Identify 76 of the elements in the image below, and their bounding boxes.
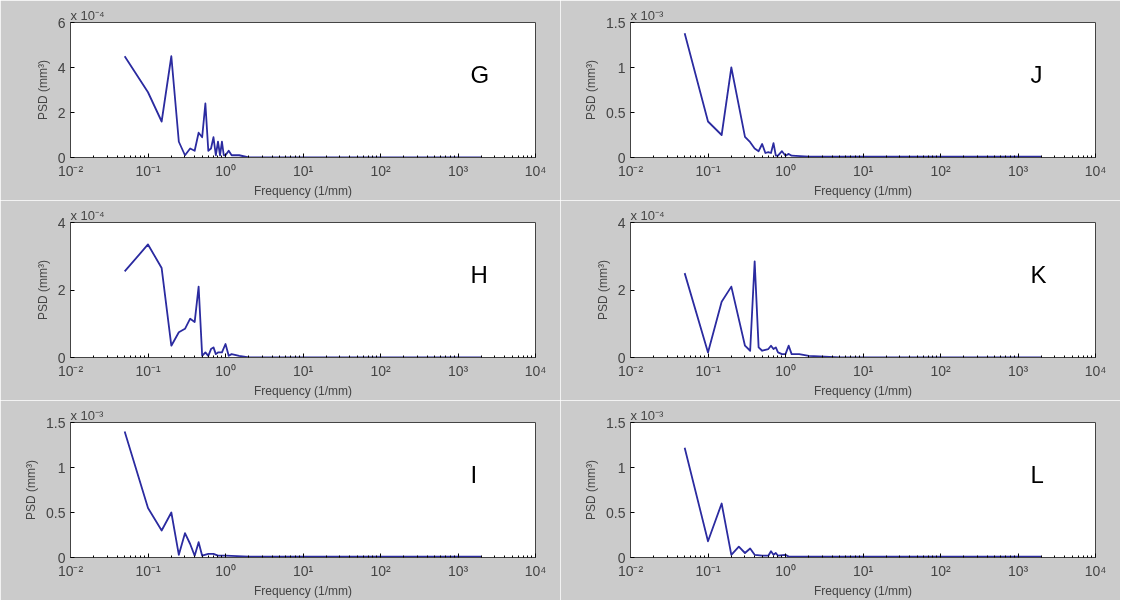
x-tick-label: 10² — [930, 562, 951, 579]
y-tick-label: 1.5 — [606, 414, 626, 431]
annotation: H — [470, 260, 488, 288]
x-tick-label: 10³ — [1007, 562, 1029, 579]
y-tick-label: 2 — [617, 282, 626, 298]
y-tick-label: 6 — [57, 14, 66, 31]
x-tick-label: 10¹ — [852, 162, 874, 179]
x-tick-label: 10¹ — [852, 362, 874, 379]
annotation: I — [470, 460, 478, 488]
y-tick-label: 2 — [57, 282, 66, 298]
y-tick-label: 4 — [617, 214, 626, 231]
x-tick-label: 10³ — [447, 362, 469, 379]
x-tick-label: 10³ — [447, 162, 469, 179]
x-tick-label: 10⁰ — [775, 162, 796, 179]
x-tick-label: 10⁴ — [1084, 562, 1107, 579]
annotation: x 10⁻³ — [630, 7, 665, 23]
x-tick-label: 10⁻¹ — [135, 362, 161, 379]
x-tick-label: 10² — [930, 162, 951, 179]
x-tick-label: 10⁰ — [775, 362, 796, 379]
x-tick-label: 10¹ — [852, 562, 874, 579]
x-tick-label: 10⁴ — [1084, 162, 1107, 179]
x-tick-label: 10⁻¹ — [135, 562, 161, 579]
annotation: G — [470, 60, 490, 88]
x-tick-label: 10⁻¹ — [695, 362, 721, 379]
annotation: J — [1030, 60, 1043, 88]
x-tick-label: 10⁻¹ — [695, 562, 721, 579]
y-tick-label: 1 — [57, 459, 66, 476]
y-tick-label: 0.5 — [46, 504, 66, 521]
x-tick-label: 10³ — [1007, 162, 1029, 179]
x-axis-title: Frequency (1/mm) — [813, 583, 913, 598]
x-tick-label: 10¹ — [292, 362, 314, 379]
x-axis-title: Frequency (1/mm) — [253, 383, 353, 398]
x-axis-title: Frequency (1/mm) — [253, 183, 353, 198]
x-tick-label: 10² — [370, 562, 391, 579]
x-tick-label: 10⁰ — [215, 162, 236, 179]
y-tick-label: 1.5 — [606, 14, 626, 31]
x-tick-label: 10¹ — [292, 562, 314, 579]
x-tick-label: 10² — [370, 162, 391, 179]
annotation: L — [1030, 460, 1044, 488]
x-tick-label: 10⁰ — [775, 562, 796, 579]
y-tick-label: 1 — [617, 59, 626, 76]
y-axis-title: PSD (mm³) — [584, 459, 599, 520]
y-tick-label: 1.5 — [46, 414, 66, 431]
x-tick-label: 10¹ — [292, 162, 314, 179]
y-tick-label: 0.5 — [606, 504, 626, 521]
y-tick-label: 4 — [57, 59, 66, 76]
x-tick-label: 10⁻¹ — [135, 162, 161, 179]
x-tick-label: 10³ — [447, 562, 469, 579]
annotation: K — [1030, 260, 1047, 288]
y-tick-label: 4 — [57, 214, 66, 231]
y-tick-label: 0.5 — [606, 104, 626, 121]
x-tick-label: 10⁻¹ — [695, 162, 721, 179]
annotation: x 10⁻⁴ — [70, 7, 105, 23]
x-axis-title: Frequency (1/mm) — [253, 583, 353, 598]
x-tick-label: 10⁴ — [524, 562, 547, 579]
text: x 10⁻⁴ — [70, 207, 105, 223]
y-axis-title: PSD (mm³) — [595, 259, 610, 320]
x-tick-label: 10⁰ — [215, 362, 236, 379]
x-axis-title: Frequency (1/mm) — [813, 383, 913, 398]
x-axis-title: Frequency (1/mm) — [813, 183, 913, 198]
x-tick-label: 10² — [370, 362, 391, 379]
y-axis-title: PSD (mm³) — [35, 259, 50, 320]
x-tick-label: 10³ — [1007, 362, 1029, 379]
y-axis-title: PSD (mm³) — [35, 59, 50, 120]
annotation: x 10⁻³ — [630, 407, 665, 423]
y-tick-label: 2 — [57, 104, 66, 121]
y-tick-label: 1 — [617, 459, 626, 476]
text: x 10⁻⁴ — [630, 207, 665, 223]
annotation: x 10⁻³ — [70, 407, 105, 423]
x-tick-label: 10⁴ — [1084, 362, 1107, 379]
x-tick-label: 10⁴ — [524, 162, 547, 179]
x-tick-label: 10⁰ — [215, 562, 236, 579]
y-axis-title: PSD (mm³) — [584, 59, 599, 120]
x-tick-label: 10⁴ — [524, 362, 547, 379]
x-tick-label: 10² — [930, 362, 951, 379]
y-axis-title: PSD (mm³) — [24, 459, 39, 520]
